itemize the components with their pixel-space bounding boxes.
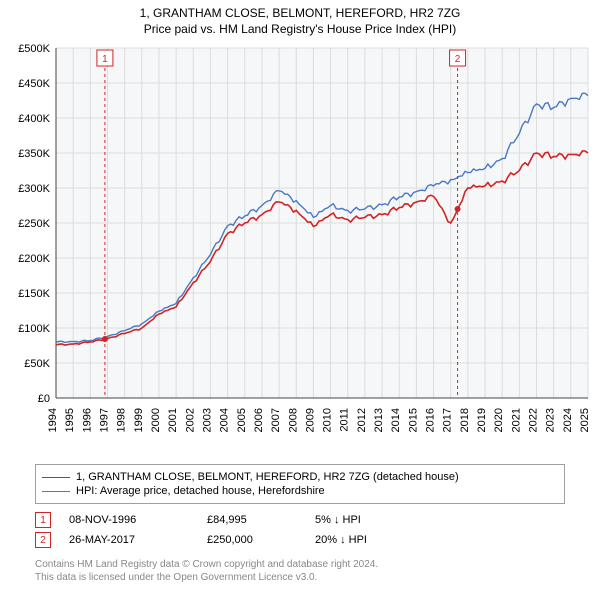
svg-text:2009: 2009 — [304, 408, 316, 432]
svg-text:2024: 2024 — [562, 408, 574, 432]
svg-text:2007: 2007 — [270, 408, 282, 432]
footer: Contains HM Land Registry data © Crown c… — [35, 558, 565, 584]
legend-swatch — [42, 491, 70, 492]
svg-text:£300K: £300K — [18, 183, 50, 195]
title-sub: Price paid vs. HM Land Registry's House … — [0, 22, 600, 36]
legend: 1, GRANTHAM CLOSE, BELMONT, HEREFORD, HR… — [35, 464, 565, 504]
svg-text:1998: 1998 — [116, 408, 128, 432]
transaction-date: 26-MAY-2017 — [69, 534, 189, 546]
marker-box-icon: 1 — [35, 512, 51, 528]
transaction-price: £84,995 — [207, 514, 297, 526]
chart-area: £0 £50K £100K £150K £200K £250K £300K £350K £400… — [0, 38, 600, 458]
svg-text:£400K: £400K — [18, 113, 50, 125]
svg-text:2016: 2016 — [425, 408, 437, 432]
svg-text:£150K: £150K — [18, 288, 50, 300]
svg-text:2023: 2023 — [545, 408, 557, 432]
legend-swatch — [42, 477, 70, 478]
svg-text:1: 1 — [102, 54, 108, 65]
legend-label: HPI: Average price, detached house, Here… — [76, 485, 325, 497]
svg-text:1999: 1999 — [133, 408, 145, 432]
svg-text:2008: 2008 — [287, 408, 299, 432]
chart-container: 1, GRANTHAM CLOSE, BELMONT, HEREFORD, HR… — [0, 0, 600, 584]
svg-text:£200K: £200K — [18, 253, 50, 265]
svg-text:2017: 2017 — [442, 408, 454, 432]
svg-text:2021: 2021 — [510, 408, 522, 432]
svg-text:2000: 2000 — [150, 408, 162, 432]
svg-text:1994: 1994 — [47, 408, 59, 432]
svg-text:1995: 1995 — [64, 408, 76, 432]
transaction-diff: 5% ↓ HPI — [315, 514, 405, 526]
svg-text:2012: 2012 — [356, 408, 368, 432]
svg-text:2005: 2005 — [236, 408, 248, 432]
svg-text:2025: 2025 — [579, 408, 591, 432]
chart-svg: £0 £50K £100K £150K £200K £250K £300K £350K £400… — [0, 38, 600, 458]
transaction-row: 1 08-NOV-1996 £84,995 5% ↓ HPI — [35, 512, 565, 528]
svg-text:£350K: £350K — [18, 148, 50, 160]
legend-label: 1, GRANTHAM CLOSE, BELMONT, HEREFORD, HR… — [76, 471, 459, 483]
svg-text:2018: 2018 — [459, 408, 471, 432]
svg-text:1997: 1997 — [98, 408, 110, 432]
title-main: 1, GRANTHAM CLOSE, BELMONT, HEREFORD, HR… — [0, 6, 600, 20]
svg-text:2001: 2001 — [167, 408, 179, 432]
title-block: 1, GRANTHAM CLOSE, BELMONT, HEREFORD, HR… — [0, 0, 600, 38]
svg-text:2004: 2004 — [219, 408, 231, 432]
svg-text:£0: £0 — [38, 393, 50, 405]
svg-text:£450K: £450K — [18, 78, 50, 90]
svg-text:1996: 1996 — [81, 408, 93, 432]
svg-text:£250K: £250K — [18, 218, 50, 230]
svg-text:2010: 2010 — [322, 408, 334, 432]
transaction-row: 2 26-MAY-2017 £250,000 20% ↓ HPI — [35, 532, 565, 548]
svg-text:£500K: £500K — [18, 43, 50, 55]
svg-text:2: 2 — [455, 54, 461, 65]
svg-text:2019: 2019 — [476, 408, 488, 432]
svg-text:2014: 2014 — [390, 408, 402, 432]
svg-text:£50K: £50K — [24, 358, 50, 370]
svg-text:£100K: £100K — [18, 323, 50, 335]
svg-text:2006: 2006 — [253, 408, 265, 432]
svg-text:2003: 2003 — [201, 408, 213, 432]
transaction-date: 08-NOV-1996 — [69, 514, 189, 526]
footer-line: This data is licensed under the Open Gov… — [35, 571, 565, 584]
svg-text:2022: 2022 — [528, 408, 540, 432]
svg-text:2013: 2013 — [373, 408, 385, 432]
transaction-price: £250,000 — [207, 534, 297, 546]
svg-text:2002: 2002 — [184, 408, 196, 432]
svg-text:2015: 2015 — [407, 408, 419, 432]
transaction-table: 1 08-NOV-1996 £84,995 5% ↓ HPI 2 26-MAY-… — [35, 512, 565, 548]
legend-item: 1, GRANTHAM CLOSE, BELMONT, HEREFORD, HR… — [42, 471, 558, 483]
legend-item: HPI: Average price, detached house, Here… — [42, 485, 558, 497]
transaction-diff: 20% ↓ HPI — [315, 534, 405, 546]
marker-box-icon: 2 — [35, 532, 51, 548]
svg-text:2020: 2020 — [493, 408, 505, 432]
svg-text:2011: 2011 — [339, 408, 351, 432]
